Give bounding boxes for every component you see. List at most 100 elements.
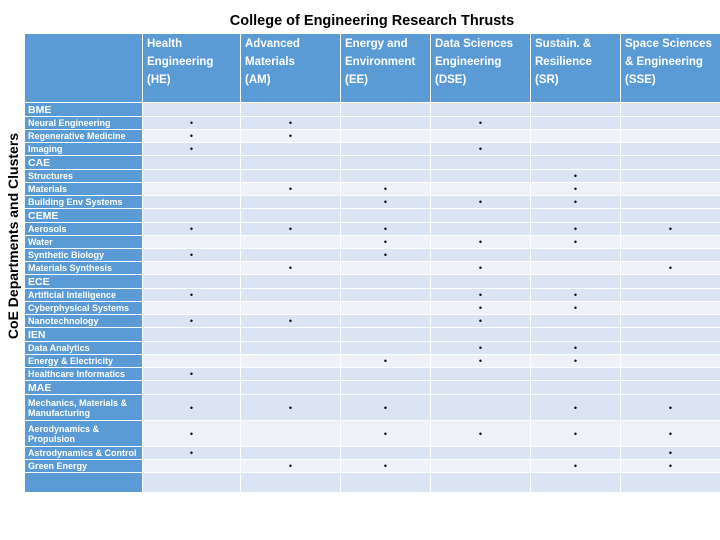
header-corner [24,33,143,103]
matrix-cell: • [240,182,341,196]
bullet-mark: • [288,316,293,326]
matrix-cell [142,182,241,196]
matrix-cell [530,155,621,170]
bullet-mark: • [189,131,194,141]
matrix-cell: • [430,195,531,209]
department-row: CEME [24,208,720,223]
matrix-cell: • [530,195,621,209]
bullet-mark: • [288,131,293,141]
matrix-cell [340,208,431,223]
bullet-mark: • [478,237,483,247]
bullet-mark: • [668,402,673,413]
cluster-label: Structures [24,169,143,183]
matrix-cell [620,155,720,170]
matrix-cell: • [340,459,431,473]
matrix-cell: • [142,288,241,302]
matrix-cell [430,274,531,289]
department-row: ECE [24,274,720,289]
matrix-cell [620,341,720,355]
matrix-cell [240,155,341,170]
table-row: Materials Synthesis • • • [24,261,720,275]
bullet-mark: • [189,316,194,326]
bullet-mark: • [573,171,578,181]
bullet-mark: • [189,224,194,234]
matrix-cell [620,195,720,209]
matrix-cell: • [430,288,531,302]
matrix-cell [142,261,241,275]
matrix-cell [530,129,621,143]
cluster-label: Mechanics, Materials & Manufacturing [24,394,143,421]
cluster-label: Healthcare Informatics [24,367,143,381]
matrix-cell [340,327,431,342]
bullet-mark: • [383,237,388,247]
bullet-mark: • [478,428,483,439]
department-label: CEME [24,208,143,223]
matrix-cell [530,446,621,460]
matrix-cell [620,235,720,249]
matrix-cell: • [240,129,341,143]
table-row: Healthcare Informatics • [24,367,720,381]
table-row: Synthetic Biology • • [24,248,720,262]
matrix-cell: • [430,420,531,447]
header-row: Health Engineering (HE) Advanced Materials… [24,33,720,103]
matrix-cell: • [240,261,341,275]
department-row: CAE [24,155,720,170]
matrix-cell [240,420,341,447]
cluster-label: Building Env Systems [24,195,143,209]
column-header: Advanced Materials (AM) [240,33,341,103]
matrix-cell: • [530,222,621,236]
matrix-cell: • [240,394,341,421]
matrix-cell [620,367,720,381]
cluster-label: Water [24,235,143,249]
matrix-cell [340,288,431,302]
matrix-cell [430,182,531,196]
matrix-cell [530,248,621,262]
matrix-cell [240,472,341,493]
matrix-cell [340,314,431,328]
column-name: Sustain. & Resilience [535,38,592,68]
table-row: Materials • • • [24,182,720,196]
department-label: MAE [24,380,143,395]
bullet-mark: • [383,197,388,207]
bullet-mark: • [189,118,194,128]
department-row: BME [24,102,720,117]
matrix-cell [240,142,341,156]
matrix-cell: • [530,394,621,421]
matrix-cell: • [340,222,431,236]
bullet-mark: • [478,263,483,273]
matrix-cell [240,208,341,223]
column-abbr: (EE) [345,74,368,86]
matrix-cell: • [430,301,531,315]
matrix-cell [142,208,241,223]
matrix-cell [430,394,531,421]
matrix-cell [430,248,531,262]
bullet-mark: • [288,184,293,194]
matrix-cell [142,102,241,117]
column-name: Advanced Materials [245,38,300,68]
bullet-mark: • [383,356,388,366]
matrix-cell [142,235,241,249]
cluster-label: Materials Synthesis [24,261,143,275]
matrix-cell [142,472,241,493]
matrix-cell [530,472,621,493]
matrix-cell [340,274,431,289]
table-row: Building Env Systems • • • [24,195,720,209]
matrix-cell [530,274,621,289]
cluster-label: Cyberphysical Systems [24,301,143,315]
department-label: ECE [24,274,143,289]
column-header: Data Sciences Engineering (DSE) [430,33,531,103]
matrix-cell [240,288,341,302]
bullet-mark: • [573,290,578,300]
matrix-cell: • [430,354,531,368]
department-row: IEN [24,327,720,342]
thrust-matrix: Health Engineering (HE) Advanced Materials… [24,33,720,493]
matrix-cell [340,341,431,355]
bullet-mark: • [668,263,673,273]
bullet-mark: • [573,343,578,353]
matrix-cell [340,116,431,130]
bullet-mark: • [573,197,578,207]
bullet-mark: • [189,369,194,379]
matrix-cell [620,169,720,183]
bullet-mark: • [478,290,483,300]
matrix-cell: • [620,420,720,447]
